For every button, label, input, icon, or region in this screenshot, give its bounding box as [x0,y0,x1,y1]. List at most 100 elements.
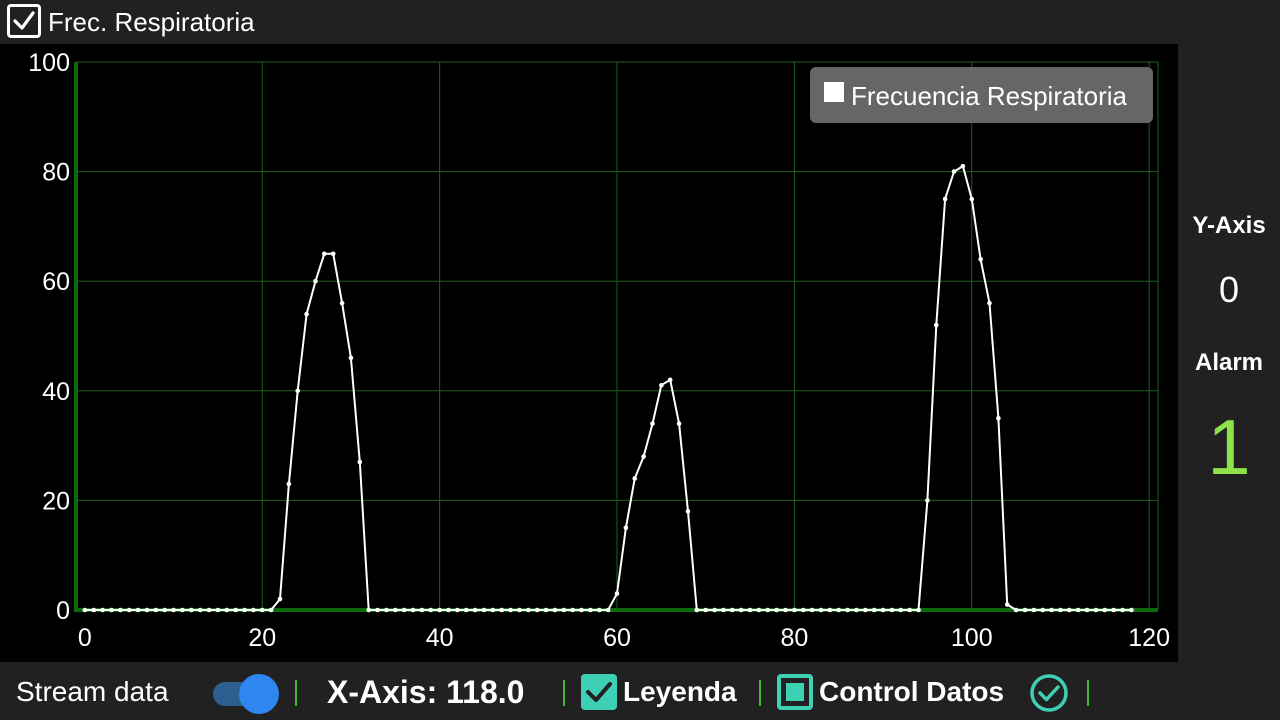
data-point [969,196,975,202]
data-point [339,300,345,306]
data-point [419,607,425,613]
data-point [570,607,575,613]
data-point [854,607,859,613]
data-point [180,607,185,613]
data-point [774,607,779,613]
data-point [596,607,602,613]
data-point [756,607,762,613]
data-point [951,169,957,174]
data-point [499,607,505,613]
checkbox-fill [786,683,804,701]
data-point [472,607,478,613]
data-point [162,607,167,613]
data-point [783,607,788,613]
data-point [304,311,309,317]
stream-data-toggle[interactable] [213,674,281,714]
data-point [259,607,265,613]
x-tick-label: 40 [426,624,454,652]
data-point [747,607,753,613]
line-chart[interactable]: 0 20 40 60 80 100 0 20 40 60 80 100 120 [0,44,1178,662]
data-point [1075,607,1081,613]
control-datos-checkbox[interactable] [777,674,813,710]
top-bar: Frec. Respiratoria [0,0,1280,44]
x-tick-label: 120 [1128,624,1170,652]
data-point [1013,607,1019,613]
data-point [863,607,868,613]
data-point [109,607,114,613]
data-point [676,421,682,426]
data-point [118,607,123,613]
side-panel: Y-Axis 0 Alarm 1 [1178,44,1280,662]
data-point [348,355,354,361]
data-point [295,388,301,394]
data-point [916,607,921,613]
data-point [490,607,496,613]
legend-toggle-label: Leyenda [623,676,737,707]
x-axis-readout: X-Axis: 118.0 [327,674,525,710]
data-point [410,607,416,613]
data-point [712,607,717,613]
data-point [942,196,948,202]
data-point [641,454,646,459]
data-point [1102,607,1108,613]
data-point [375,607,380,613]
data-point [721,607,726,613]
data-point [880,607,886,613]
data-point [392,607,398,613]
data-point [366,607,371,613]
data-point [925,498,930,503]
data-point [313,278,318,284]
data-point [703,607,708,613]
stream-data-label: Stream data [16,676,169,707]
y-tick-label: 60 [42,268,70,296]
control-datos-label: Control Datos [819,676,1005,707]
y-tick-label: 0 [56,597,70,625]
legend-checkbox[interactable] [581,674,617,710]
alarm-value: 1 [1207,403,1251,491]
data-point [1067,607,1072,613]
data-point [188,607,194,613]
data-point [561,607,567,613]
data-point [650,421,655,426]
data-point [508,607,513,613]
legend-swatch [824,82,844,102]
data-point [357,459,363,465]
bottom-bar: Stream data X-Axis: 118.0 Leyenda Contro… [0,662,1280,720]
data-point [401,607,407,613]
data-point [446,607,451,613]
data-point [135,607,141,613]
data-point [251,607,256,613]
data-point [1040,607,1046,613]
separator [1087,680,1089,706]
data-point [437,607,442,613]
data-point [871,607,877,613]
chart-enable-checkbox[interactable] [7,4,41,38]
data-point [197,607,203,613]
data-point [543,607,549,613]
data-point [960,163,966,169]
data-point [517,607,522,613]
data-point [667,377,673,383]
data-point [1129,607,1134,613]
data-point [987,300,992,306]
data-point [845,607,850,613]
data-point [659,383,664,388]
x-tick-label: 0 [78,624,92,652]
data-point [144,607,150,613]
chart-legend[interactable]: Frecuencia Respiratoria [810,67,1153,123]
data-point [552,607,558,613]
data-point [632,476,638,481]
check-circle-icon[interactable] [1029,673,1069,713]
x-tick-label: 80 [780,624,808,652]
data-point [1004,602,1010,607]
data-point [384,607,389,613]
data-point [171,607,176,613]
data-point [889,607,895,613]
data-point [126,607,132,613]
x-tick-label: 100 [951,624,993,652]
data-point [978,256,983,262]
data-point [428,607,434,613]
data-point [1031,607,1037,613]
data-point [1022,607,1028,613]
check-icon [13,11,35,30]
